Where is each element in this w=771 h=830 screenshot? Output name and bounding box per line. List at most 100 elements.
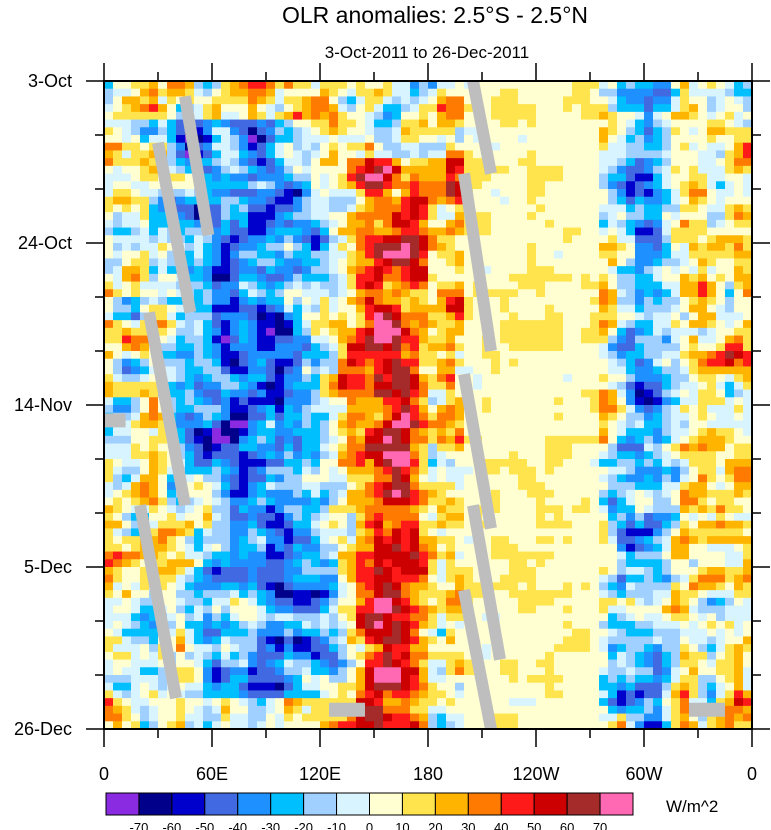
field-cell xyxy=(275,243,285,252)
field-cell xyxy=(284,250,294,260)
field-cell xyxy=(338,513,348,522)
field-cell xyxy=(113,397,123,406)
field-cell xyxy=(509,235,519,244)
field-cell xyxy=(581,474,591,483)
field-cell xyxy=(635,312,645,321)
field-cell xyxy=(644,165,654,175)
field-cell xyxy=(122,127,132,136)
field-cell xyxy=(680,111,690,121)
field-cell xyxy=(518,227,528,236)
field-cell xyxy=(554,597,564,607)
field-cell xyxy=(734,343,744,352)
field-cell xyxy=(221,366,231,375)
field-cell xyxy=(464,443,474,452)
field-cell xyxy=(644,543,654,553)
field-cell xyxy=(581,428,591,437)
field-cell xyxy=(329,119,339,128)
field-cell xyxy=(419,420,429,429)
field-cell xyxy=(356,266,366,275)
field-cell xyxy=(428,505,438,514)
field-cell xyxy=(698,173,708,182)
field-cell xyxy=(158,520,168,530)
field-cell xyxy=(743,551,752,560)
field-cell xyxy=(212,335,222,344)
field-cell xyxy=(230,613,240,622)
field-cell xyxy=(266,613,276,622)
field-cell xyxy=(707,505,717,514)
field-cell xyxy=(617,466,627,476)
field-cell xyxy=(455,219,465,229)
field-cell xyxy=(302,397,312,406)
field-cell xyxy=(473,312,483,321)
field-cell xyxy=(491,459,501,468)
field-cell xyxy=(230,351,240,360)
field-cell xyxy=(149,173,159,182)
field-cell xyxy=(662,497,672,506)
field-cell xyxy=(311,435,321,445)
field-cell xyxy=(275,127,285,136)
field-cell xyxy=(509,343,519,352)
field-cell xyxy=(707,582,717,591)
field-cell xyxy=(500,543,510,553)
field-cell xyxy=(302,366,312,375)
field-cell xyxy=(599,520,609,530)
field-cell xyxy=(644,435,654,445)
field-cell xyxy=(743,374,752,383)
field-cell xyxy=(212,142,222,152)
field-cell xyxy=(149,88,159,98)
field-cell xyxy=(491,304,501,314)
field-cell xyxy=(131,250,141,260)
field-cell xyxy=(536,81,546,90)
field-cell xyxy=(311,304,321,314)
field-cell xyxy=(374,443,384,452)
field-cell xyxy=(383,320,393,329)
field-cell xyxy=(563,567,573,576)
field-cell xyxy=(122,81,132,90)
field-cell xyxy=(320,235,330,244)
field-cell xyxy=(320,250,330,260)
field-cell xyxy=(437,196,447,206)
field-cell xyxy=(212,358,222,368)
field-cell xyxy=(203,528,213,537)
field-cell xyxy=(473,351,483,360)
field-cell xyxy=(545,520,555,530)
field-cell xyxy=(347,582,357,591)
field-cell xyxy=(176,196,186,206)
field-cell xyxy=(527,189,537,198)
field-cell xyxy=(104,605,114,614)
field-cell xyxy=(617,104,627,113)
field-cell xyxy=(248,335,258,344)
field-cell xyxy=(707,281,717,290)
field-cell xyxy=(626,273,636,283)
field-cell xyxy=(140,412,150,422)
field-cell xyxy=(122,243,132,252)
field-cell xyxy=(311,81,321,90)
field-cell xyxy=(707,520,717,530)
field-cell xyxy=(491,204,501,213)
field-cell xyxy=(203,435,213,445)
field-cell xyxy=(536,119,546,128)
field-cell xyxy=(257,343,267,352)
field-cell xyxy=(302,420,312,429)
field-cell xyxy=(725,420,735,429)
field-cell xyxy=(419,327,429,337)
field-cell xyxy=(599,567,609,576)
field-cell xyxy=(482,374,492,383)
field-cell xyxy=(356,219,366,229)
field-cell xyxy=(473,605,483,614)
field-cell xyxy=(203,443,213,452)
field-cell xyxy=(338,520,348,530)
field-cell xyxy=(482,81,492,90)
field-cell xyxy=(194,258,204,267)
field-cell xyxy=(176,212,186,221)
field-cell xyxy=(131,605,141,614)
field-cell xyxy=(392,358,402,368)
field-cell xyxy=(509,489,519,499)
field-cell xyxy=(203,96,213,105)
field-cell xyxy=(194,358,204,368)
field-cell xyxy=(167,335,177,344)
field-cell xyxy=(455,135,465,144)
field-cell xyxy=(419,142,429,152)
field-cell xyxy=(608,489,618,499)
field-cell xyxy=(455,351,465,360)
